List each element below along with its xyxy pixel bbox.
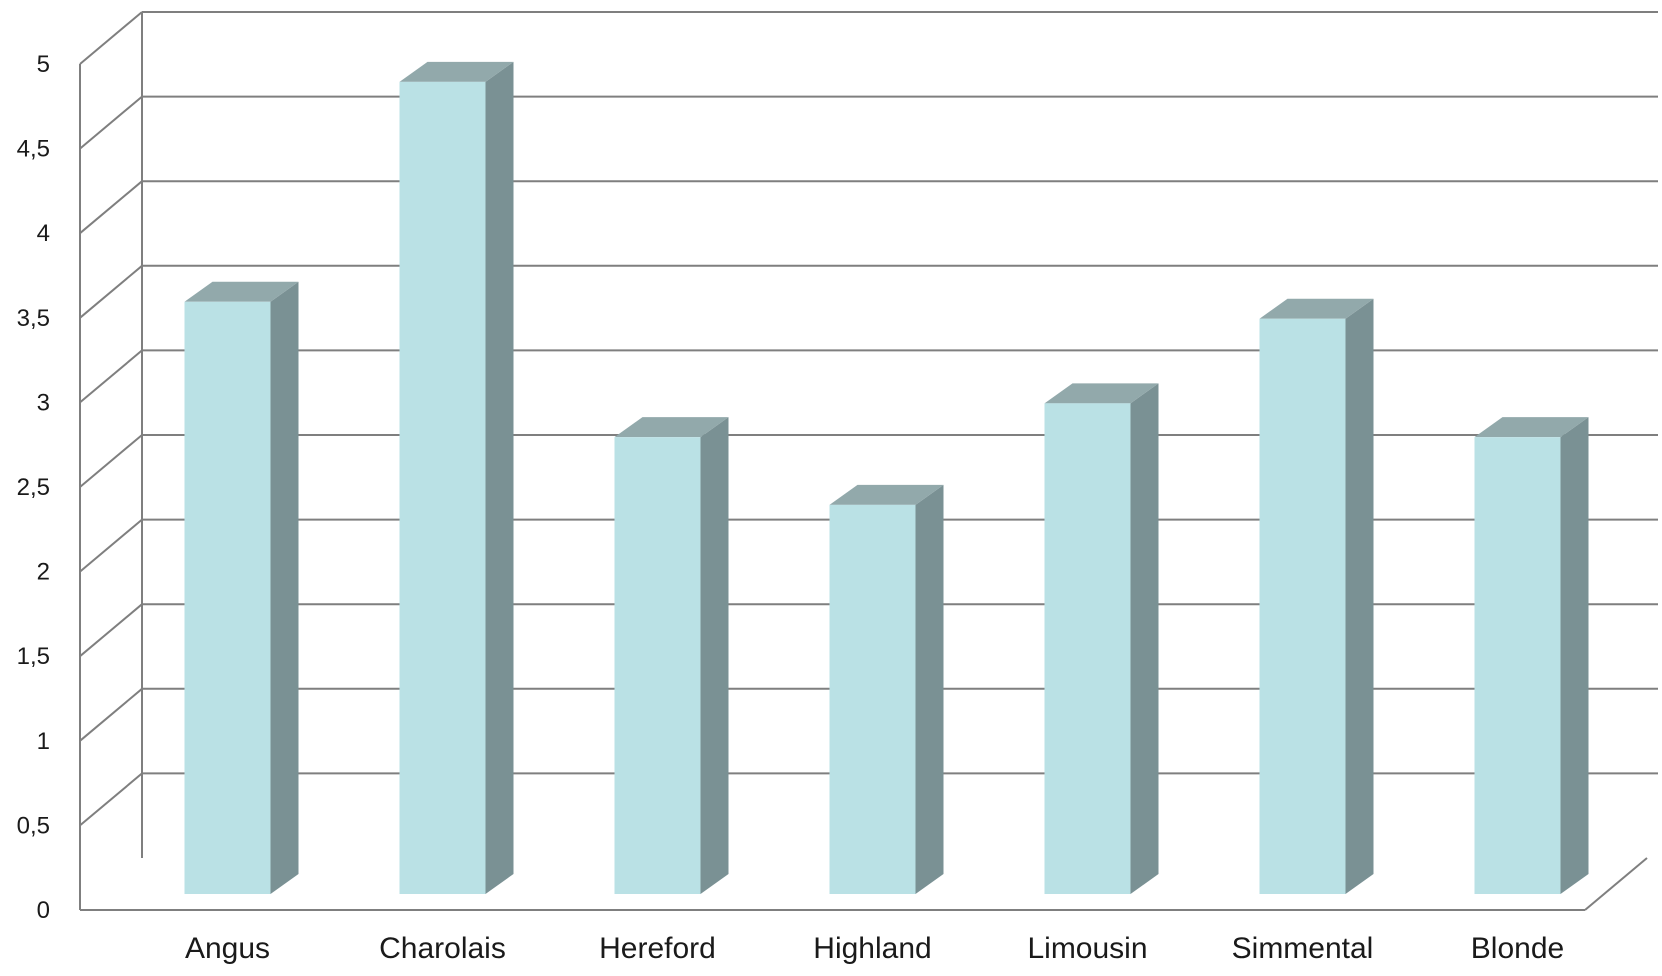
bar-side — [700, 417, 729, 894]
y-tick-label: 5 — [37, 51, 50, 78]
bar-side — [1345, 298, 1374, 895]
x-category-label: Blonde — [1471, 932, 1564, 965]
y-tick-label: 3 — [37, 389, 50, 416]
bar-front — [1259, 318, 1346, 895]
wall-diagonal — [79, 95, 143, 150]
bar — [614, 417, 729, 894]
wall-diagonal — [79, 772, 143, 827]
wall-diagonal — [79, 518, 143, 573]
y-tick-label: 4 — [37, 220, 50, 247]
bar — [1044, 383, 1159, 894]
x-category-label: Highland — [813, 932, 931, 965]
bar-side — [1130, 383, 1159, 894]
x-category-label: Charolais — [379, 932, 506, 965]
y-tick-label: 1,5 — [17, 643, 50, 670]
y-tick-label: 4,5 — [17, 136, 50, 163]
bar-top — [829, 484, 944, 505]
y-tick-label: 3,5 — [17, 305, 50, 332]
x-axis-category-labels: Angus Charolais Hereford Highland Limousin Si… — [185, 932, 1564, 965]
y-tick-label: 2 — [37, 559, 50, 586]
bar-top — [184, 281, 299, 302]
wall-diagonal — [79, 11, 143, 65]
bar-top — [1259, 298, 1374, 319]
x-category-label: Limousin — [1027, 932, 1147, 965]
bar-top — [1474, 417, 1589, 438]
x-category-label: Hereford — [599, 932, 716, 965]
bar — [184, 281, 299, 894]
bar-side — [270, 281, 299, 894]
y-axis-tick-labels: 0 0,5 1 1,5 2 2,5 3 3,5 4 4,5 5 — [17, 51, 50, 924]
bar — [829, 484, 944, 894]
bar-top — [399, 61, 514, 82]
bar-side — [1560, 417, 1589, 894]
bar — [1474, 417, 1589, 894]
wall-diagonal — [79, 434, 143, 488]
bar — [1259, 298, 1374, 895]
y-tick-label: 1 — [37, 728, 50, 755]
bar-top — [614, 417, 729, 438]
wall-diagonal — [79, 603, 143, 657]
bar-front — [829, 504, 916, 894]
bar — [399, 61, 514, 895]
y-tick-label: 0 — [37, 897, 50, 924]
bar-front — [184, 301, 271, 894]
x-category-label: Simmental — [1232, 932, 1374, 965]
bar-top — [1044, 383, 1159, 404]
x-category-label: Angus — [185, 932, 270, 965]
bar-front — [399, 81, 486, 895]
wall-diagonal — [79, 688, 143, 742]
bar-side — [915, 484, 944, 894]
y-tick-label: 2,5 — [17, 474, 50, 501]
wall-diagonal — [79, 180, 143, 234]
wall-diagonal — [79, 349, 143, 404]
floor-right-edge — [1584, 857, 1648, 911]
bars — [184, 61, 1589, 895]
bar-side — [485, 61, 514, 894]
y-tick-label: 0,5 — [17, 812, 50, 839]
bar-front — [1044, 403, 1131, 894]
bar-front — [614, 437, 701, 894]
wall-diagonal — [79, 265, 143, 319]
bar-front — [1474, 437, 1561, 894]
